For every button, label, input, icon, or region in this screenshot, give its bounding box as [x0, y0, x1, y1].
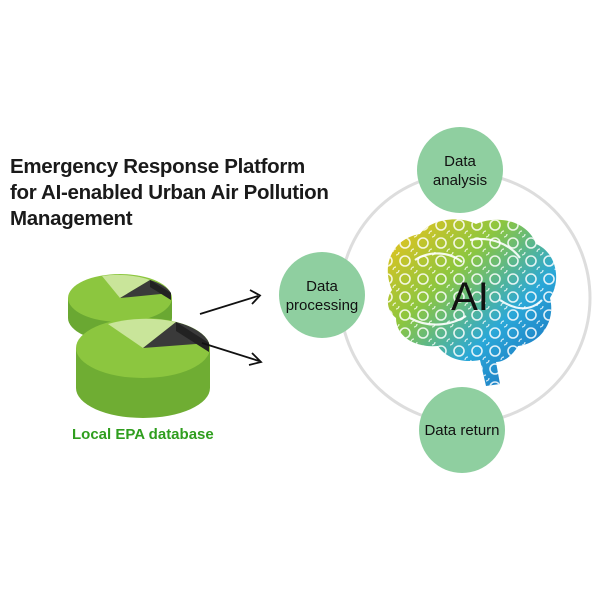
- node-data-processing-label: Data processing: [272, 277, 372, 315]
- node-data-analysis-label: Data analysis: [410, 152, 510, 190]
- arrow-to-processing: [199, 289, 262, 315]
- arrow-to-processing-lower: [201, 342, 263, 366]
- title-line-1: Emergency Response Platform: [10, 155, 305, 178]
- node-data-analysis: [417, 127, 503, 213]
- diagram-title: Emergency Response Platform for AI-enabl…: [10, 154, 340, 232]
- database-label: Local EPA database: [72, 426, 214, 443]
- title-line-2: for AI-enabled Urban Air Pollution: [10, 181, 329, 204]
- brain-icon: [387, 219, 557, 386]
- node-data-processing: [279, 252, 365, 338]
- node-data-return: [419, 387, 505, 473]
- node-data-analysis-line-2: analysis: [432, 172, 488, 189]
- node-data-processing-line-1: Data: [306, 278, 338, 295]
- node-data-analysis-line-1: Data: [444, 153, 476, 170]
- database-icon-large: [76, 318, 210, 418]
- title-line-3: Management: [10, 207, 133, 230]
- ai-label: AI: [451, 275, 489, 319]
- node-data-return-label: Data return: [424, 422, 500, 439]
- node-data-processing-line-2: processing: [285, 297, 359, 314]
